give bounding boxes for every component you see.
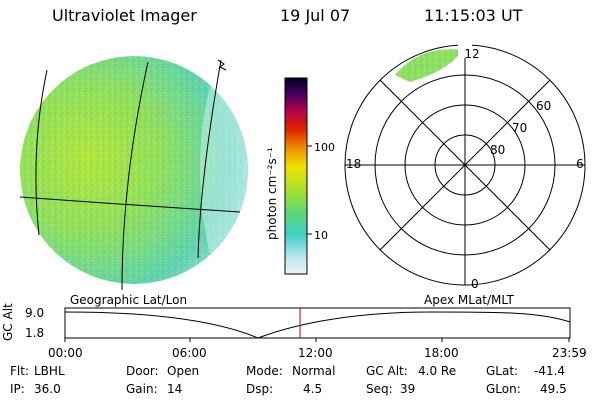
colorbar-unit-label: photon cm⁻²s⁻¹ [265, 147, 279, 240]
time-tick-1200: 12:00 [298, 346, 333, 360]
info-dsp-value: 4.5 [303, 382, 323, 396]
info-glon-value: 49.5 [540, 382, 567, 396]
altitude-curve [64, 311, 571, 339]
altitude-ytick-bottom: 1.8 [25, 326, 45, 340]
info-door-value: Open [167, 364, 200, 378]
info-seq-label: Seq: [366, 382, 393, 396]
geo-coord-label: Geographic Lat/Lon [70, 293, 188, 307]
polar-plot [344, 44, 586, 286]
mlt-label-6: 6 [576, 157, 584, 171]
info-door-label: Door: [126, 364, 159, 378]
geo-grid-lines [19, 59, 241, 291]
time-label: 11:15:03 UT [424, 6, 523, 25]
lat-label-60: 60 [536, 99, 551, 113]
info-glat-value: -41.4 [534, 364, 566, 378]
time-tick-2359: 23:59 [552, 346, 587, 360]
info-flt-value: LBHL [34, 364, 65, 378]
info-mode-value: Normal [292, 364, 336, 378]
mlt-label-12: 12 [464, 47, 479, 61]
earth-disk [20, 56, 248, 284]
lat-label-70: 70 [512, 121, 527, 135]
instrument-title: Ultraviolet Imager [52, 6, 197, 25]
time-tick-0600: 06:00 [172, 346, 207, 360]
altitude-ylabel: GC Alt [1, 303, 15, 341]
colorbar-tick-10: 10 [314, 229, 328, 242]
info-gcalt-value: 4.0 Re [418, 364, 457, 378]
altitude-ytick-top: 9.0 [25, 306, 45, 320]
mlt-label-18: 18 [346, 157, 361, 171]
mlt-label-0: 0 [471, 277, 479, 291]
info-glat-label: GLat: [486, 364, 519, 378]
info-seq-value: 39 [400, 382, 416, 396]
info-ip-label: IP: [10, 382, 25, 396]
time-tick-1800: 18:00 [424, 346, 459, 360]
time-tick-0000: 00:00 [48, 346, 83, 360]
info-dsp-label: Dsp: [246, 382, 274, 396]
date-label: 19 Jul 07 [280, 6, 351, 25]
apex-coord-label: Apex MLat/MLT [424, 293, 514, 307]
info-gcalt-label: GC Alt: [366, 364, 408, 378]
info-flt-label: Flt: [10, 364, 29, 378]
info-mode-label: Mode: [246, 364, 283, 378]
info-ip-value: 36.0 [34, 382, 61, 396]
info-glon-label: GLon: [486, 382, 521, 396]
colorbar [284, 77, 308, 275]
info-gain-label: Gain: [126, 382, 158, 396]
colorbar-tick-100: 100 [314, 141, 335, 154]
polar-image-fragment [395, 49, 462, 82]
info-gain-value: 14 [167, 382, 183, 396]
lat-label-80: 80 [490, 143, 505, 157]
